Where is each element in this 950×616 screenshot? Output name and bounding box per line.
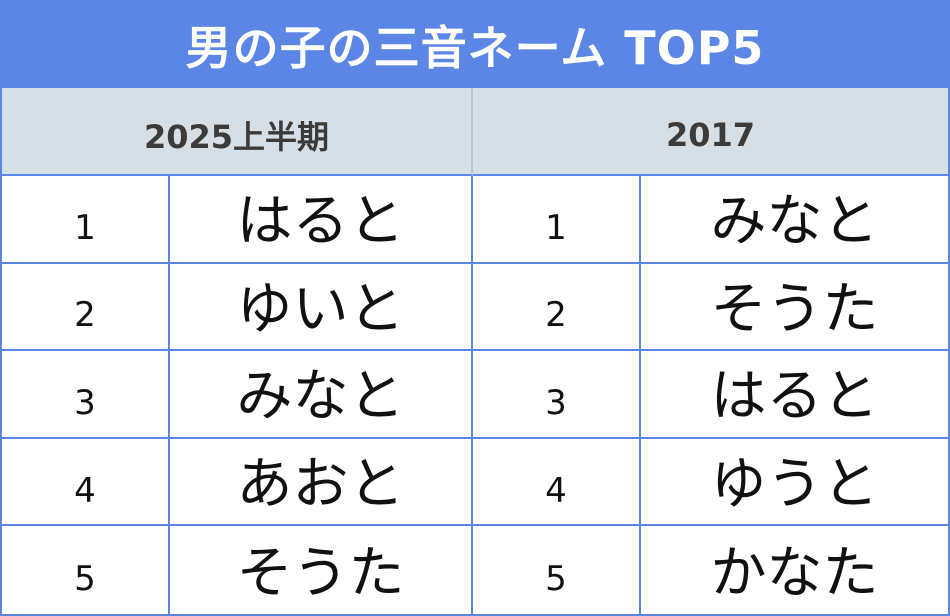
name-cell: あおと	[170, 438, 473, 527]
rank-cell: 1	[473, 176, 641, 264]
column-header-2017: 2017	[473, 88, 948, 176]
rank-cell: 4	[473, 438, 641, 527]
rank-cell: 5	[2, 526, 170, 614]
name-cell: ゆいと	[170, 263, 473, 352]
rank-cell: 4	[2, 438, 170, 527]
rank-cell: 1	[2, 176, 170, 264]
name-cell: みなと	[641, 176, 948, 264]
name-cell: みなと	[170, 351, 473, 439]
ranking-grid: 2025上半期 2017 1 はると 1 みなと 2 ゆいと 2 そうた 3 み…	[2, 88, 948, 614]
rank-cell: 3	[473, 351, 641, 439]
table-title: 男の子の三音ネーム TOP5	[2, 2, 948, 88]
name-cell: そうた	[641, 264, 948, 352]
name-cell: ゆうと	[641, 439, 948, 527]
rank-cell: 3	[2, 351, 170, 439]
column-header-2025: 2025上半期	[2, 88, 473, 176]
name-cell: かなた	[710, 540, 879, 606]
rank-cell: 2	[2, 263, 170, 352]
rank-cell: 5	[473, 526, 641, 614]
name-cell: そうた	[170, 526, 473, 614]
name-cell: はると	[170, 176, 473, 264]
name-cell: はると	[641, 351, 948, 439]
rank-cell: 2	[473, 263, 641, 352]
